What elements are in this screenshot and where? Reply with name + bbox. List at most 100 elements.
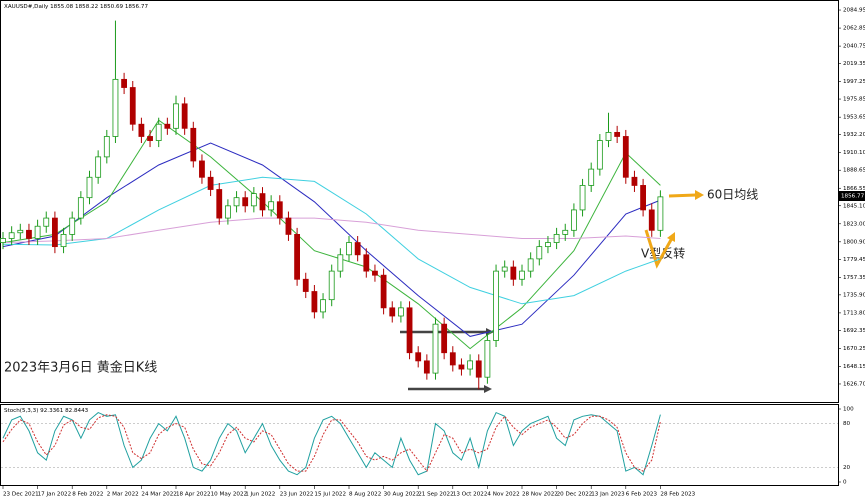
candle-body xyxy=(147,136,153,141)
candle-body xyxy=(648,209,655,231)
candle-body xyxy=(121,78,127,88)
candle-body xyxy=(536,246,543,260)
candle-body xyxy=(501,266,508,272)
moving-average xyxy=(2,217,661,244)
x-tick-label: 23 Jun 2022 xyxy=(280,492,314,498)
y-tick-label: 1975.85 xyxy=(843,97,865,103)
candle-body xyxy=(207,176,214,190)
candle-body xyxy=(129,87,136,125)
candle-body xyxy=(596,140,603,170)
candle-body xyxy=(216,189,223,219)
x-tick-label: 20 Dec 2022 xyxy=(557,492,593,498)
candle-body xyxy=(588,168,595,186)
candle-body xyxy=(432,323,439,374)
candle-body xyxy=(484,340,491,378)
candle-body xyxy=(415,352,422,362)
header: XAUUSD#,Daily 1855.08 1858.22 1850.69 18… xyxy=(4,4,148,10)
stoch-header: Stoch(5,3,3) 92.3361 82.8443 xyxy=(4,408,89,414)
y-tick-label: 1932.20 xyxy=(843,132,865,138)
y-tick-label: 1997.25 xyxy=(843,79,865,85)
candle-body xyxy=(579,185,586,211)
candle-body xyxy=(553,233,560,243)
candle-body xyxy=(441,323,448,354)
candle-body xyxy=(224,205,231,219)
candle-body xyxy=(631,176,638,186)
candle-body xyxy=(302,278,309,292)
y-tick-label: 2062.85 xyxy=(843,26,865,32)
x-tick-label: 2 Mar 2022 xyxy=(107,492,139,498)
candle-body xyxy=(622,136,629,178)
candle-body xyxy=(354,242,361,256)
stoch-label: Stoch(5,3,3) xyxy=(4,408,38,414)
ma-annotation: 60日均线 xyxy=(707,188,758,202)
candle-body xyxy=(406,307,413,354)
x-tick-label: 30 Aug 2022 xyxy=(384,492,420,498)
y-tick-label: 1953.65 xyxy=(843,115,865,121)
candle-body xyxy=(493,270,499,341)
candle-body xyxy=(510,266,517,280)
candle-body xyxy=(276,201,283,219)
candle-body xyxy=(285,217,292,235)
candle-body xyxy=(605,131,612,141)
candle-body xyxy=(475,360,482,378)
y-tick-label: 1713.80 xyxy=(843,310,865,316)
candle-body xyxy=(190,127,197,162)
y-tick-label: 1845.10 xyxy=(843,203,865,209)
x-tick-label: 21 Sep 2022 xyxy=(418,492,453,498)
y-tick-label: 1670.25 xyxy=(843,346,865,352)
candle-body xyxy=(545,242,551,248)
x-tick-label: 15 Jul 2022 xyxy=(314,492,346,498)
price-tag-label: 1856.77 xyxy=(841,194,865,200)
low-readout: 1850.69 xyxy=(100,4,124,10)
candle-body xyxy=(173,103,179,129)
candle-body xyxy=(614,131,621,137)
y-tick-label: 2084.95 xyxy=(843,8,865,14)
candle-body xyxy=(527,258,534,272)
candle-body xyxy=(164,123,171,129)
candle-body xyxy=(77,197,84,219)
x-tick-label: 18 Apr 2022 xyxy=(176,492,211,498)
candle-body xyxy=(363,254,370,272)
candle-body xyxy=(233,197,240,207)
y-tick-label: 1735.90 xyxy=(843,292,865,298)
candle-body xyxy=(69,217,76,235)
candle-body xyxy=(138,123,145,137)
candle-body xyxy=(337,254,344,272)
stoch-tick-label: 20 xyxy=(843,465,851,471)
candle-body xyxy=(640,185,646,211)
candle-body xyxy=(294,233,301,280)
y-tick-label: 1910.10 xyxy=(843,150,865,156)
x-tick-label: 8 Feb 2022 xyxy=(72,492,103,498)
candle-body xyxy=(268,201,275,211)
candle-body xyxy=(17,229,24,234)
symbol: XAUUSD#,Daily xyxy=(4,4,49,10)
stoch-tick-label: 0 xyxy=(843,480,847,486)
stoch-tick-label: 80 xyxy=(843,421,851,427)
candle-body xyxy=(372,270,378,276)
y-tick-label: 1626.70 xyxy=(843,381,865,387)
y-tick-label: 1692.35 xyxy=(843,328,865,334)
stoch-panel xyxy=(0,404,839,486)
close-readout: 1856.77 xyxy=(125,4,149,10)
candle-body xyxy=(562,229,569,235)
stoch-main xyxy=(2,411,661,476)
candle-body xyxy=(34,225,41,239)
x-tick-label: 1 Jun 2022 xyxy=(245,492,275,498)
x-tick-label: 4 Nov 2022 xyxy=(487,492,519,498)
y-tick-label: 1648.15 xyxy=(843,364,865,370)
candle-body xyxy=(311,291,318,313)
x-tick-label: 10 May 2022 xyxy=(211,492,247,498)
candle-body xyxy=(112,78,119,137)
candle-body xyxy=(242,197,249,207)
y-tick-label: 1823.00 xyxy=(843,221,865,227)
candle-body xyxy=(346,242,352,256)
candle-body xyxy=(571,209,577,231)
candle-body xyxy=(320,299,326,313)
y-tick-label: 2019.35 xyxy=(843,61,865,67)
candle-body xyxy=(103,136,110,158)
x-tick-label: 28 Nov 2022 xyxy=(522,492,558,498)
candle-body xyxy=(0,238,6,243)
candle-body xyxy=(389,307,396,317)
main-panel xyxy=(0,0,839,403)
